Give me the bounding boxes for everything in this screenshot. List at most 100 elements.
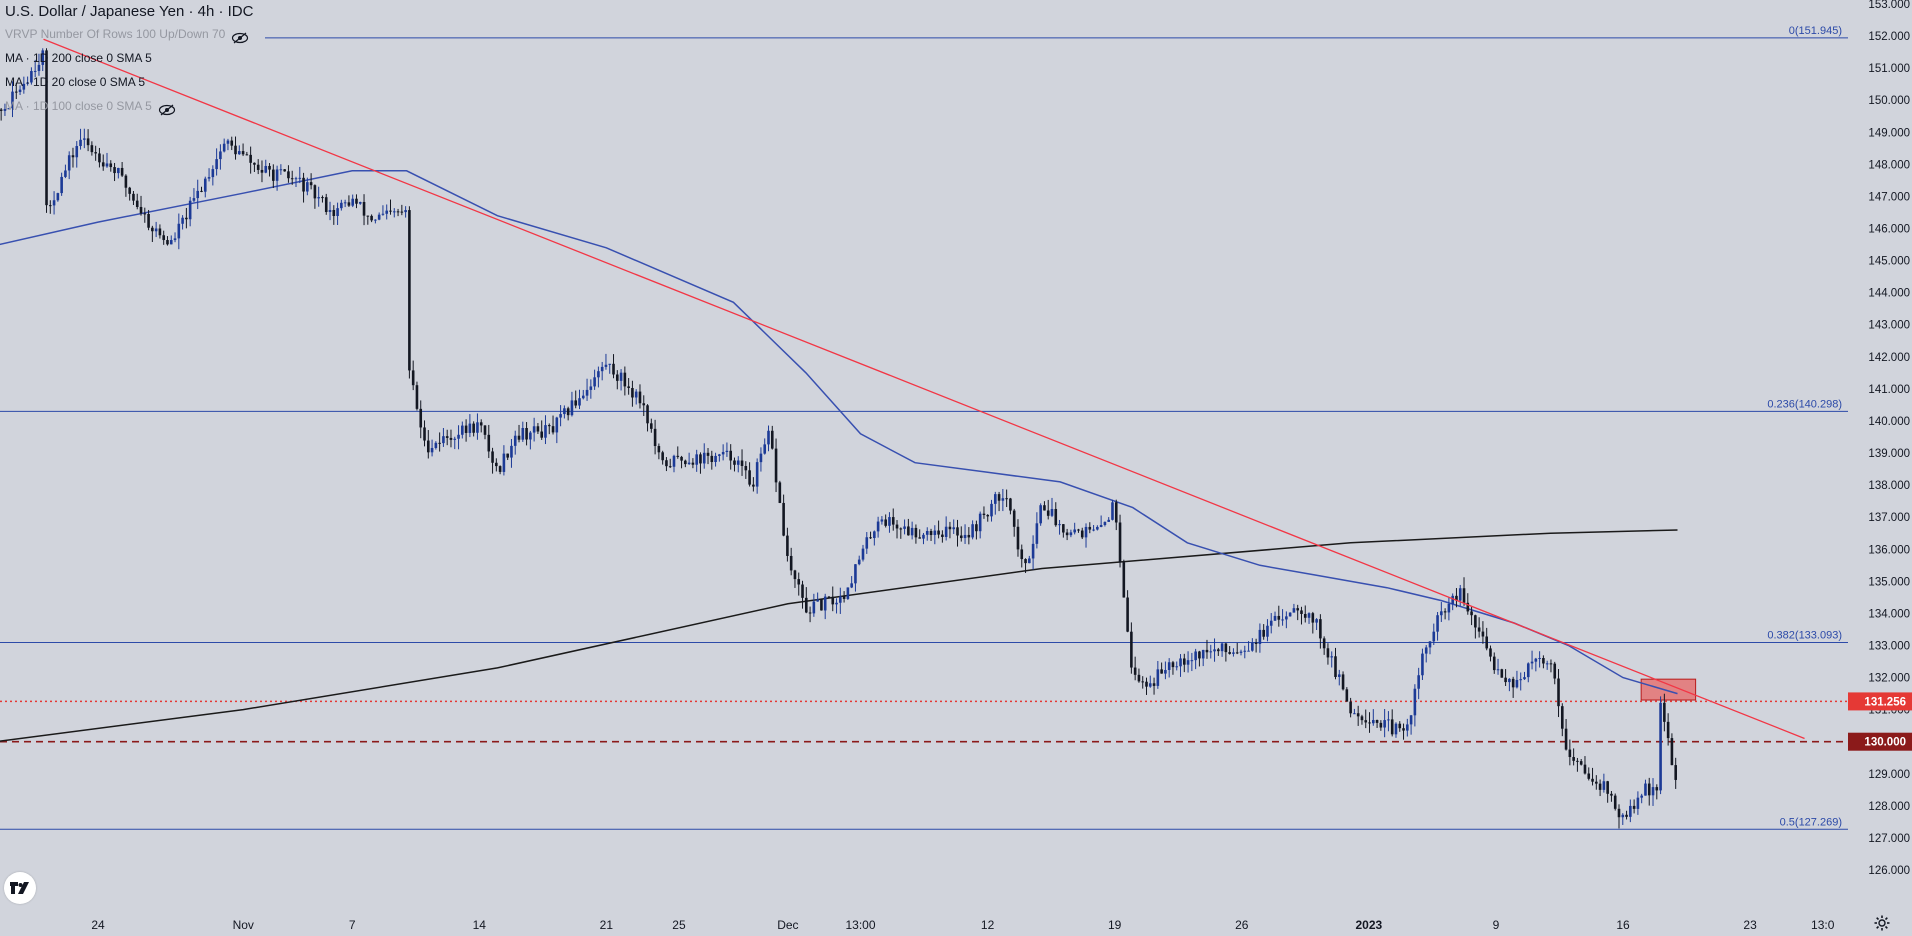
- candle[interactable]: [574, 390, 578, 409]
- candle[interactable]: [823, 593, 827, 620]
- plot-area[interactable]: [0, 0, 1848, 906]
- candle[interactable]: [1077, 528, 1080, 533]
- candle[interactable]: [203, 176, 207, 198]
- candle[interactable]: [1201, 649, 1205, 667]
- candle[interactable]: [1092, 525, 1095, 532]
- candle[interactable]: [770, 425, 774, 450]
- candle[interactable]: [1122, 559, 1126, 598]
- candle[interactable]: [684, 459, 687, 468]
- candle[interactable]: [253, 162, 256, 172]
- candle[interactable]: [1666, 713, 1670, 746]
- candle[interactable]: [476, 413, 479, 440]
- candle[interactable]: [1576, 757, 1579, 772]
- candle[interactable]: [1273, 611, 1277, 621]
- candle[interactable]: [967, 527, 971, 545]
- candle[interactable]: [1103, 521, 1107, 527]
- candle[interactable]: [1130, 622, 1133, 674]
- candle[interactable]: [589, 379, 593, 399]
- candle[interactable]: [517, 424, 521, 443]
- candle[interactable]: [899, 527, 903, 539]
- candle[interactable]: [434, 441, 438, 450]
- candle[interactable]: [1440, 602, 1443, 622]
- candle[interactable]: [1209, 644, 1213, 659]
- candle[interactable]: [1062, 524, 1065, 538]
- candle[interactable]: [1084, 523, 1088, 548]
- candle[interactable]: [1020, 544, 1024, 568]
- candle[interactable]: [846, 587, 850, 600]
- candle[interactable]: [907, 518, 910, 536]
- candle[interactable]: [1243, 645, 1247, 659]
- candle[interactable]: [653, 419, 657, 455]
- candle[interactable]: [1477, 617, 1481, 638]
- candle[interactable]: [1205, 639, 1209, 659]
- candle[interactable]: [426, 430, 430, 459]
- candle[interactable]: [1319, 614, 1322, 649]
- candle[interactable]: [959, 526, 963, 542]
- candle[interactable]: [1436, 612, 1439, 641]
- candle[interactable]: [438, 432, 441, 452]
- candle[interactable]: [914, 524, 918, 544]
- candle[interactable]: [113, 162, 116, 182]
- candle[interactable]: [634, 389, 638, 405]
- candle[interactable]: [117, 167, 120, 179]
- candle[interactable]: [196, 179, 200, 210]
- candle[interactable]: [135, 193, 139, 210]
- candle[interactable]: [1674, 757, 1677, 789]
- candle[interactable]: [177, 213, 181, 250]
- candle[interactable]: [1080, 527, 1084, 540]
- candle[interactable]: [1292, 603, 1296, 613]
- candle[interactable]: [1175, 661, 1179, 671]
- candle[interactable]: [1390, 709, 1394, 737]
- candle[interactable]: [1126, 590, 1129, 633]
- candle[interactable]: [294, 176, 298, 188]
- candle[interactable]: [419, 400, 423, 439]
- candle[interactable]: [1481, 621, 1485, 644]
- candle[interactable]: [468, 414, 472, 438]
- candle[interactable]: [1655, 784, 1659, 800]
- tradingview-logo-icon[interactable]: [4, 872, 36, 904]
- candle[interactable]: [1194, 648, 1197, 670]
- candle[interactable]: [166, 236, 169, 246]
- candle[interactable]: [230, 136, 234, 151]
- candle[interactable]: [638, 384, 642, 409]
- candle[interactable]: [521, 421, 525, 442]
- candle[interactable]: [566, 406, 570, 421]
- candle[interactable]: [272, 164, 275, 188]
- candle[interactable]: [880, 516, 884, 525]
- candle[interactable]: [963, 524, 967, 544]
- candle[interactable]: [355, 194, 358, 209]
- candle[interactable]: [510, 439, 513, 468]
- candle[interactable]: [1424, 645, 1428, 663]
- candle[interactable]: [41, 48, 45, 72]
- candle[interactable]: [11, 81, 14, 118]
- candle[interactable]: [1625, 810, 1628, 820]
- candle[interactable]: [1583, 756, 1587, 775]
- candle[interactable]: [381, 205, 385, 216]
- candle[interactable]: [1349, 697, 1352, 718]
- candle[interactable]: [404, 206, 407, 218]
- candle[interactable]: [464, 419, 468, 442]
- candle[interactable]: [1595, 775, 1598, 790]
- candle[interactable]: [86, 129, 90, 152]
- candle[interactable]: [56, 192, 60, 202]
- candle[interactable]: [778, 480, 782, 504]
- candle[interactable]: [1016, 519, 1020, 557]
- candle[interactable]: [1266, 619, 1269, 642]
- candle[interactable]: [929, 528, 933, 541]
- candle[interactable]: [1553, 661, 1557, 685]
- candle[interactable]: [1670, 733, 1674, 766]
- candle[interactable]: [506, 453, 509, 461]
- candle[interactable]: [615, 370, 619, 390]
- candle[interactable]: [1394, 722, 1398, 738]
- candle[interactable]: [1368, 712, 1371, 733]
- candle[interactable]: [680, 455, 683, 469]
- candle[interactable]: [64, 164, 67, 179]
- candle[interactable]: [763, 438, 767, 455]
- candle[interactable]: [744, 461, 748, 479]
- candle[interactable]: [1462, 577, 1466, 606]
- candle[interactable]: [3, 103, 7, 116]
- candle[interactable]: [1663, 693, 1666, 732]
- candle[interactable]: [457, 425, 460, 450]
- candle[interactable]: [854, 564, 857, 592]
- candle[interactable]: [695, 449, 698, 472]
